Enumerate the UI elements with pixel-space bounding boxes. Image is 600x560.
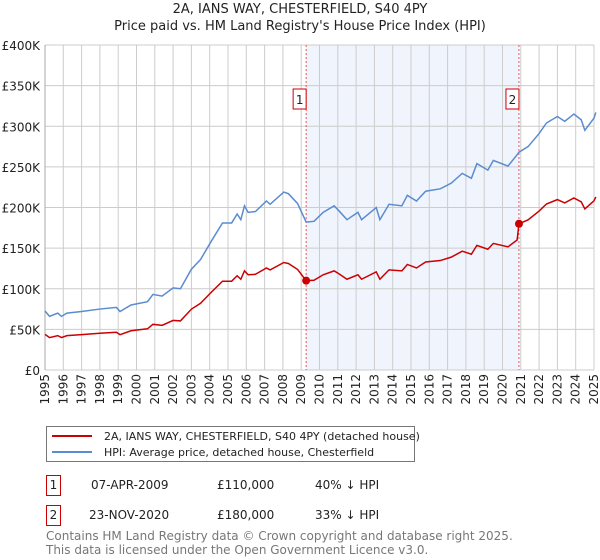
x-tick-label: 1995 xyxy=(38,374,52,405)
sale-label-box-1 xyxy=(292,88,307,110)
x-tick-label: 2009 xyxy=(294,374,308,405)
x-tick-label: 2019 xyxy=(477,374,491,405)
x-tick-label: 2017 xyxy=(441,374,455,405)
price-paid-line xyxy=(44,196,597,339)
x-tick-label: 2008 xyxy=(276,374,290,405)
y-tick-label: £200K xyxy=(2,202,42,216)
legend-label-hpi: HPI: Average price, detached house, Ches… xyxy=(104,445,375,459)
x-tick-label: 1996 xyxy=(56,374,70,405)
sale-label-box-2 xyxy=(505,88,520,110)
x-tick-label: 2024 xyxy=(569,374,583,405)
y-tick-label: £50K xyxy=(9,323,41,337)
x-tick-label: 1999 xyxy=(111,374,125,405)
x-tick-label: 2014 xyxy=(386,374,400,405)
y-tick-label: £300K xyxy=(2,120,42,134)
x-tick-label: 2016 xyxy=(422,374,436,405)
x-tick-label: 2010 xyxy=(313,374,327,405)
x-tick-label: 2002 xyxy=(166,374,180,405)
hpi-line xyxy=(44,112,597,318)
sale-price-1: £110,000 xyxy=(217,478,275,492)
x-tick-label: 1997 xyxy=(75,374,89,405)
sale-date-1: 07-APR-2009 xyxy=(91,478,169,492)
chart-title: 2A, IANS WAY, CHESTERFIELD, S40 4PY xyxy=(172,2,428,17)
x-tick-label: 2025 xyxy=(587,374,600,405)
x-tick-label: 2012 xyxy=(349,374,363,405)
x-tick-label: 2004 xyxy=(203,374,217,405)
y-tick-label: £0 xyxy=(25,364,40,378)
x-tick-label: 2000 xyxy=(130,374,144,405)
legend-item-price: 2A, IANS WAY, CHESTERFIELD, S40 4PY (det… xyxy=(52,428,420,444)
sale-badge-2: 2 xyxy=(46,505,61,526)
sale-price-2: £180,000 xyxy=(217,508,275,522)
y-tick-label: £400K xyxy=(2,39,42,53)
plot-area: 1995 1996 1997 1998 1999 2000 2001 2002 2003 2004… xyxy=(2,39,600,405)
y-tick-label: £350K xyxy=(2,80,42,94)
chart-subtitle: Price paid vs. HM Land Registry's House … xyxy=(114,19,486,34)
x-tick-label: 2015 xyxy=(404,374,418,405)
x-tick-label: 2022 xyxy=(532,374,546,405)
sale-hpi-2: 33% ↓ HPI xyxy=(315,508,380,522)
x-tick-label: 1998 xyxy=(93,374,107,405)
sale-label-1: 1 xyxy=(296,93,304,107)
sale-hpi-1: 40% ↓ HPI xyxy=(315,478,380,492)
sale-point-2 xyxy=(514,219,523,228)
x-tick-label: 2018 xyxy=(459,374,473,405)
legend-swatch-hpi xyxy=(52,451,92,453)
footer-copyright: Contains HM Land Registry data © Crown c… xyxy=(46,529,513,543)
footer-licence: This data is licensed under the Open Gov… xyxy=(46,543,429,557)
sale-point-1 xyxy=(302,276,311,285)
x-tick-label: 2020 xyxy=(496,374,510,405)
x-tick-label: 2007 xyxy=(258,374,272,405)
y-tick-label: £150K xyxy=(2,242,42,256)
legend-swatch-price xyxy=(52,435,92,437)
x-tick-label: 2005 xyxy=(221,374,235,405)
sale-date-2: 23-NOV-2020 xyxy=(89,508,170,522)
x-tick-label: 2013 xyxy=(367,374,381,405)
x-tick-label: 2001 xyxy=(148,374,162,405)
y-tick-label: £100K xyxy=(2,283,42,297)
sale-badge-1: 1 xyxy=(46,475,61,496)
sale-label-2: 2 xyxy=(509,93,517,107)
x-tick-label: 2011 xyxy=(331,374,345,405)
legend-item-hpi: HPI: Average price, detached house, Ches… xyxy=(52,444,374,460)
legend: 2A, IANS WAY, CHESTERFIELD, S40 4PY (det… xyxy=(46,426,420,462)
x-tick-label: 2021 xyxy=(514,374,528,405)
x-tick-label: 2006 xyxy=(239,374,253,405)
y-tick-label: £250K xyxy=(2,161,42,175)
x-tick-label: 2023 xyxy=(550,374,564,405)
legend-label-price: 2A, IANS WAY, CHESTERFIELD, S40 4PY (det… xyxy=(104,429,420,443)
x-tick-label: 2003 xyxy=(184,374,198,405)
